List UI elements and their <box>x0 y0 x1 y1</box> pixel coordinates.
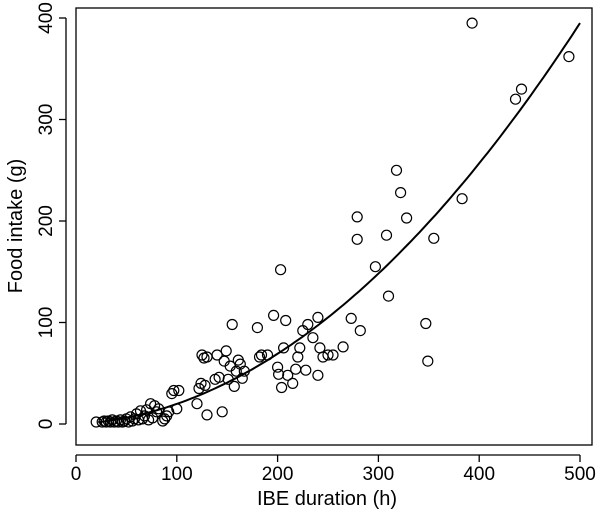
data-point <box>287 377 299 389</box>
data-point <box>255 349 268 361</box>
data-point <box>401 212 413 224</box>
data-point <box>351 211 363 223</box>
data-point <box>354 325 366 337</box>
data-point <box>211 349 223 361</box>
y-tick-label: 200 <box>36 205 57 237</box>
data-point <box>420 317 432 330</box>
x-tick-label: 500 <box>564 464 596 485</box>
data-point <box>275 264 287 276</box>
data-point <box>292 351 304 363</box>
data-point <box>226 318 238 331</box>
data-point <box>168 384 180 397</box>
data-point <box>312 311 324 323</box>
data-point <box>138 410 151 422</box>
data-point <box>302 318 314 331</box>
data-point <box>280 314 292 327</box>
data-point <box>369 261 381 273</box>
y-axis: 0 100 200 300 400 <box>36 2 67 430</box>
x-tick-label: 200 <box>262 464 294 485</box>
y-tick-label: 0 <box>36 419 57 430</box>
fit-curve <box>98 22 581 424</box>
data-point <box>228 380 240 392</box>
data-point <box>173 384 185 397</box>
data-point <box>380 229 393 241</box>
data-point <box>456 193 468 205</box>
y-axis-title: Food intake (g) <box>5 159 27 294</box>
data-point <box>509 93 522 105</box>
data-point <box>428 232 440 244</box>
data-point <box>466 17 478 29</box>
data-point <box>382 290 395 302</box>
data-point <box>282 369 294 381</box>
data-point <box>345 312 357 324</box>
fit-curve-layer <box>98 22 581 424</box>
data-point <box>268 309 280 321</box>
y-tick-label: 300 <box>36 104 57 136</box>
data-point <box>422 355 434 367</box>
data-point <box>272 361 284 373</box>
data-point <box>253 351 266 363</box>
data-point <box>273 368 285 380</box>
data-point <box>300 364 312 376</box>
data-point <box>314 342 326 354</box>
data-point <box>312 369 324 381</box>
data-point <box>276 381 288 394</box>
data-point <box>395 187 407 199</box>
data-points <box>90 17 575 428</box>
data-point <box>390 164 403 176</box>
x-tick-label: 100 <box>161 464 193 485</box>
data-point <box>337 341 349 353</box>
data-point <box>166 388 178 400</box>
x-tick-label: 300 <box>363 464 395 485</box>
data-point <box>307 332 319 344</box>
data-point <box>322 349 334 361</box>
data-point <box>147 412 159 424</box>
data-point <box>327 349 339 361</box>
data-point <box>191 398 203 410</box>
data-point <box>193 382 205 395</box>
x-axis: 0 100 200 300 400 500 <box>71 454 596 485</box>
plot-frame <box>75 7 593 446</box>
data-point <box>563 50 575 63</box>
data-point <box>515 83 528 95</box>
data-point <box>351 233 363 245</box>
data-point <box>278 342 290 354</box>
data-point <box>216 406 228 418</box>
y-tick-label: 100 <box>36 307 57 339</box>
data-point <box>196 349 208 361</box>
data-point <box>294 342 306 354</box>
data-point <box>220 345 232 357</box>
x-tick-label: 400 <box>463 464 495 485</box>
data-point <box>199 379 211 391</box>
data-point <box>201 409 213 421</box>
x-tick-label: 0 <box>71 464 82 485</box>
data-point <box>128 413 141 425</box>
data-point <box>290 363 302 375</box>
y-tick-label: 400 <box>36 2 57 34</box>
x-axis-title: IBE duration (h) <box>257 488 397 510</box>
data-point <box>251 322 263 334</box>
